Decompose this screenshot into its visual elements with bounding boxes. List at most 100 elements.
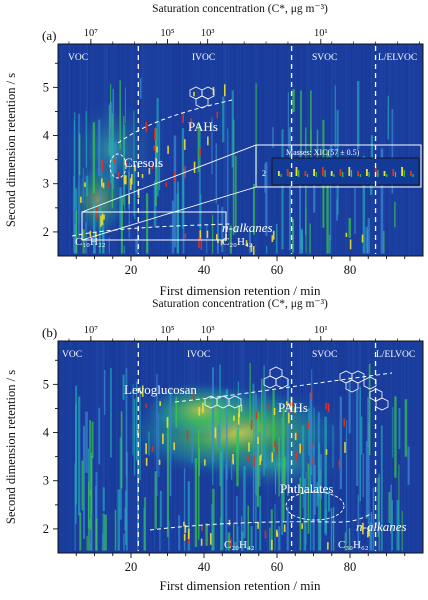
region-lelvoc-label-a: L/ELVOC: [378, 53, 417, 63]
background-stripe: [253, 44, 256, 256]
top-tick-label: 10¹: [314, 28, 328, 39]
elution-streak: [391, 109, 394, 194]
region-svoc-label-a: SVOC: [312, 53, 337, 63]
elution-streak: [309, 392, 312, 493]
elution-streak: [319, 469, 322, 551]
elution-streak: [237, 526, 239, 551]
elution-streak: [137, 228, 139, 254]
elution-streak: [89, 420, 91, 496]
peak-spot: [202, 402, 204, 414]
peak-spot: [192, 391, 195, 400]
elution-streak: [392, 407, 394, 458]
peak-spot: [145, 403, 147, 408]
background-stripe: [172, 44, 175, 256]
background-stripe: [117, 341, 119, 553]
elution-streak: [380, 148, 384, 254]
peak-spot: [148, 168, 151, 175]
background-stripe: [346, 44, 348, 256]
peak-spot: [125, 175, 127, 185]
peak-spot: [200, 238, 203, 250]
elution-streak: [225, 391, 228, 480]
elution-streak: [254, 393, 257, 495]
background-stripe: [260, 44, 262, 256]
elution-streak: [211, 117, 213, 175]
top-tick-label: 10⁷: [84, 325, 99, 336]
elution-streak: [225, 464, 228, 551]
inset-peak: [401, 167, 403, 176]
inset-connector-top: [81, 144, 257, 213]
x-tick-label: 20: [125, 263, 138, 277]
peak-spot: [186, 429, 189, 441]
elution-streak: [85, 110, 87, 168]
peak-spot: [237, 413, 240, 425]
background-stripe: [358, 341, 360, 553]
background-stripe: [111, 341, 113, 553]
peak-spot: [108, 180, 110, 188]
peak-spot: [182, 113, 184, 123]
peak-spot: [289, 402, 292, 413]
peak-spot: [294, 432, 297, 441]
elution-streak: [98, 407, 101, 465]
pahs-label-a: PAHs: [188, 119, 218, 134]
peak-spot: [307, 421, 310, 430]
peak-spot: [158, 459, 161, 465]
elution-streak: [206, 223, 208, 254]
elution-streak: [158, 414, 160, 478]
elution-streak: [108, 237, 110, 254]
elution-streak: [404, 399, 408, 457]
elution-streak: [194, 458, 198, 548]
elution-streak: [243, 466, 246, 539]
background-stripe: [80, 341, 83, 553]
elution-streak: [85, 222, 87, 254]
panel-a-label: (a): [42, 28, 56, 43]
elution-streak: [300, 228, 303, 250]
elution-streak: [119, 437, 122, 520]
elution-streak: [270, 509, 273, 551]
inset-panel: [271, 157, 420, 186]
elution-streak: [217, 425, 220, 448]
elution-streak: [91, 421, 94, 459]
peak-spot: [245, 240, 248, 247]
elution-streak: [139, 77, 142, 99]
x-tick-label: 80: [344, 263, 357, 277]
background-stripe: [385, 44, 387, 256]
elution-streak: [282, 407, 285, 523]
background-stripe: [273, 44, 275, 256]
pah-structure-icon-a: [189, 86, 215, 109]
background-stripe: [276, 44, 278, 256]
elution-streak: [317, 443, 321, 551]
background-stripe: [92, 341, 95, 553]
peak-spot: [209, 533, 212, 545]
elution-streak: [78, 396, 81, 516]
elution-streak: [110, 367, 112, 458]
elution-streak: [300, 90, 302, 158]
background-stripe: [351, 341, 353, 553]
peak-spot: [248, 442, 250, 452]
elution-streak: [133, 398, 136, 476]
inset-peak: [330, 171, 333, 176]
peak-spot: [84, 182, 86, 187]
background-stripe: [298, 44, 300, 256]
background-stripe: [178, 44, 180, 256]
background-stripe: [331, 44, 334, 256]
peak-spot: [89, 230, 92, 237]
peak-spot: [141, 385, 144, 397]
region-voc-label-a: VOC: [68, 53, 88, 63]
peak-spot: [368, 526, 370, 537]
elution-streak: [135, 381, 138, 461]
elution-streak: [265, 245, 268, 254]
region-ivoc-label-b: IVOC: [187, 350, 210, 360]
peak-spot: [165, 182, 168, 187]
background-stripe: [179, 44, 181, 256]
peak-spot: [80, 196, 82, 203]
background-stripe: [234, 44, 237, 256]
peak-spot: [295, 451, 298, 461]
peak-spot: [271, 452, 274, 463]
elution-streak: [175, 396, 178, 428]
elution-streak: [154, 471, 157, 530]
inset-peak-shoulder: [350, 170, 353, 177]
top-tick-label: 10⁵: [160, 28, 175, 39]
peak-spot: [345, 232, 348, 237]
peak-spot: [100, 215, 102, 227]
background-stripe: [396, 341, 398, 553]
